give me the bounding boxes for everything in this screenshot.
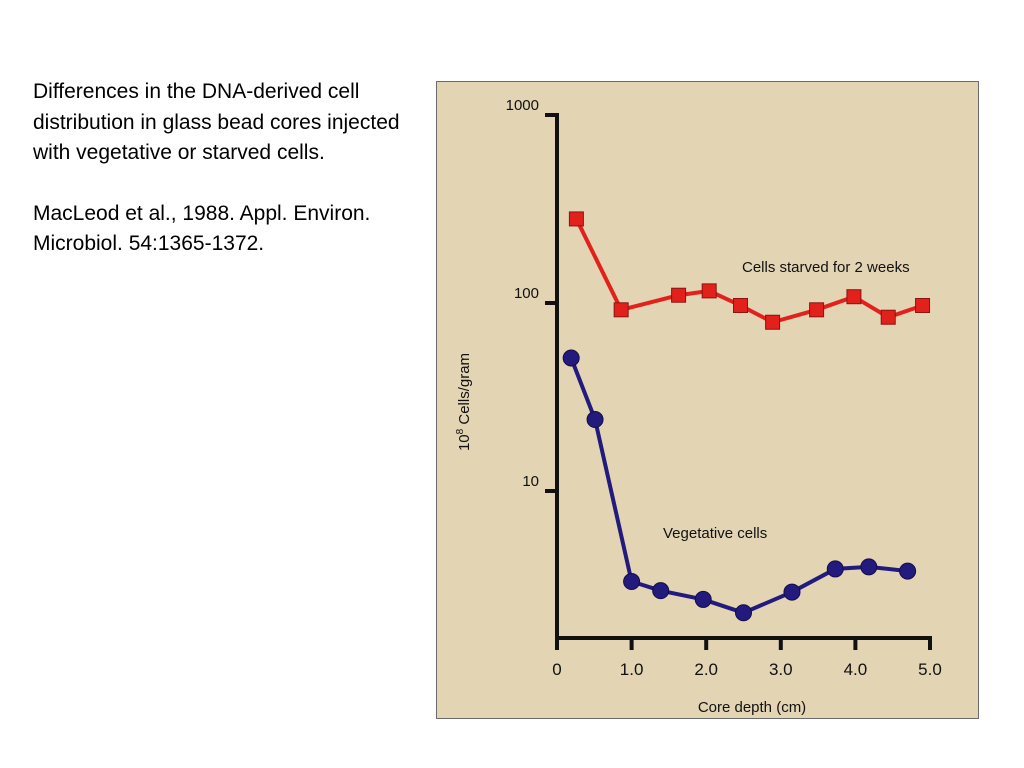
series-label-starved: Cells starved for 2 weeks xyxy=(742,259,910,276)
y-axis-label-text: Cells/gram xyxy=(456,353,473,429)
data-point-starved xyxy=(809,302,825,318)
chart-svg: 10 100 1000 0 1.0 2.0 3.0 4.0 5.0 Cells starved … xyxy=(455,97,942,716)
data-point-starved xyxy=(701,283,717,299)
data-point-vegetative xyxy=(652,582,670,600)
series-line-vegetative xyxy=(569,357,908,615)
x-tick-label: 3.0 xyxy=(769,660,793,679)
y-tick-label: 100 xyxy=(514,285,539,302)
data-point-vegetative xyxy=(860,558,878,576)
data-point-starved xyxy=(568,211,584,227)
y-axis-label-exponent: 8 xyxy=(455,428,466,434)
data-point-vegetative xyxy=(586,411,604,429)
x-tick-label: 5.0 xyxy=(918,660,942,679)
data-point-starved xyxy=(846,289,862,305)
data-point-vegetative xyxy=(735,604,752,622)
x-tick-label: 1.0 xyxy=(620,660,644,679)
data-point-vegetative xyxy=(783,583,801,601)
data-point-starved xyxy=(880,309,896,325)
figure-citation: MacLeod et al., 1988. Appl. Environ. Mic… xyxy=(33,201,371,256)
data-point-vegetative xyxy=(562,349,580,367)
y-tick-label: 10 xyxy=(522,473,539,490)
x-axis-label: Core depth (cm) xyxy=(698,699,806,716)
chart-panel: 10 100 1000 0 1.0 2.0 3.0 4.0 5.0 Cells starved … xyxy=(436,81,979,719)
data-point-starved xyxy=(613,302,629,318)
axes: 10 100 1000 0 1.0 2.0 3.0 4.0 5.0 xyxy=(506,97,942,679)
figure-description: Differences in the DNA-derived cell dist… xyxy=(33,80,400,164)
x-tick-label: 2.0 xyxy=(694,660,718,679)
data-point-vegetative xyxy=(826,560,844,578)
x-tick-label: 0 xyxy=(552,660,561,679)
data-point-starved xyxy=(765,314,781,330)
data-point-vegetative xyxy=(694,590,712,608)
data-point-starved xyxy=(671,287,687,303)
data-point-vegetative xyxy=(623,573,641,591)
y-axis-label-base: 10 xyxy=(456,434,473,451)
series-layer xyxy=(562,211,931,622)
data-point-starved xyxy=(733,297,749,313)
slide-text: Differences in the DNA-derived cell dist… xyxy=(33,77,413,290)
data-point-starved xyxy=(915,297,931,313)
series-label-vegetative: Vegetative cells xyxy=(663,525,767,542)
x-tick-label: 4.0 xyxy=(844,660,868,679)
y-axis-label: 108 Cells/gram xyxy=(455,353,473,451)
data-point-vegetative xyxy=(899,562,917,580)
series-line-starved xyxy=(574,218,924,325)
y-tick-label: 1000 xyxy=(506,97,539,114)
